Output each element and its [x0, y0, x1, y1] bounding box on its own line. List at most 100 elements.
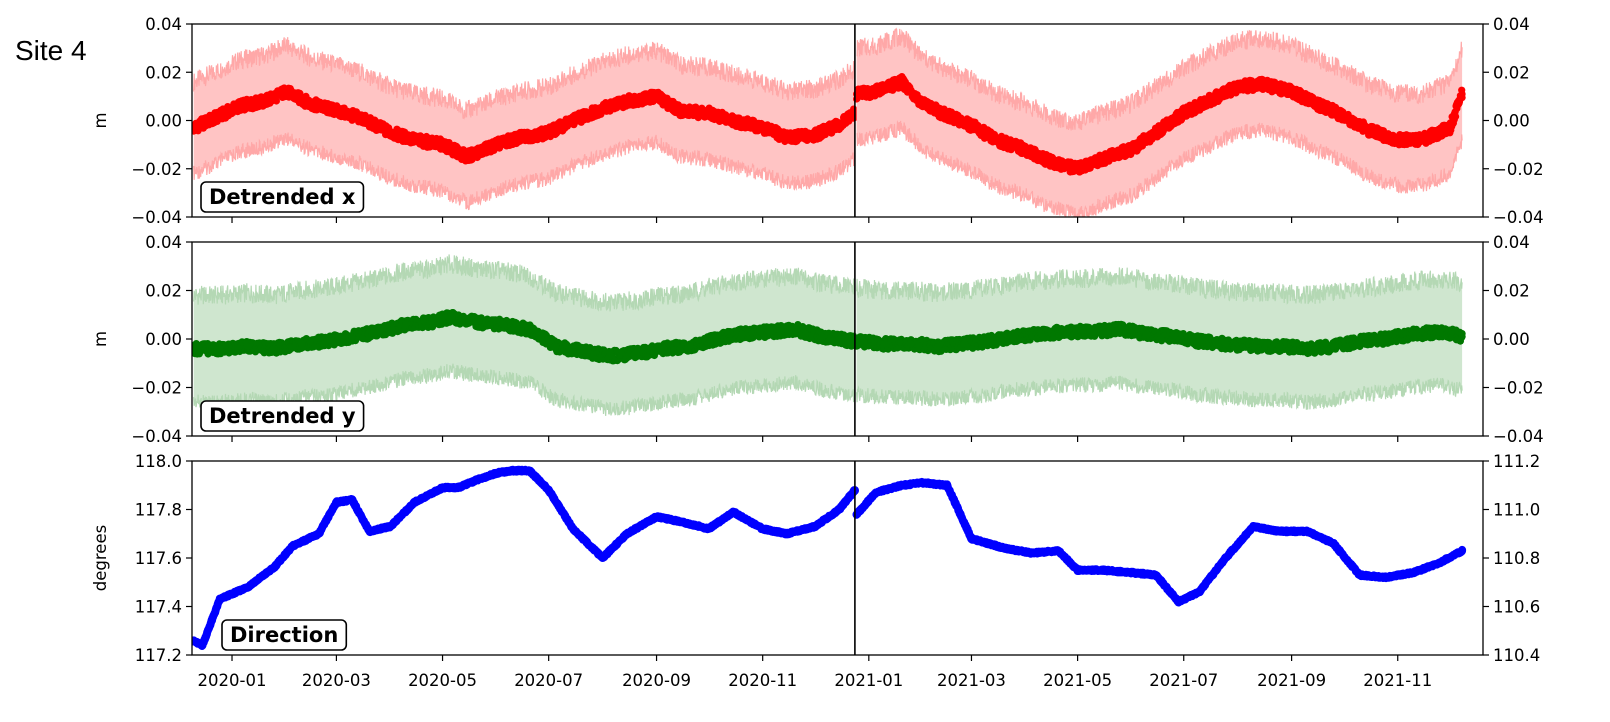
data-point: [872, 87, 880, 96]
data-point: [766, 328, 774, 336]
data-point: [919, 100, 927, 108]
right-y-tick-label: −0.04: [1493, 208, 1544, 227]
data-point: [552, 342, 560, 350]
data-point: [332, 107, 340, 115]
right-y-tick-label: 0.04: [1493, 15, 1530, 34]
data-point: [967, 121, 976, 129]
data-point: [216, 345, 224, 353]
data-point: [1458, 90, 1466, 98]
data-point: [1234, 83, 1242, 91]
data-point: [853, 90, 861, 98]
data-point: [282, 87, 290, 96]
y-tick-label: −0.04: [131, 208, 182, 227]
y-tick-label: 0.00: [145, 112, 182, 131]
data-point: [445, 313, 454, 321]
data-point: [686, 342, 694, 350]
data-point: [272, 97, 280, 105]
data-point: [606, 352, 614, 360]
data-point: [659, 345, 668, 353]
data-point: [835, 121, 843, 129]
band-upper-edge: [193, 37, 856, 120]
data-point: [438, 141, 447, 149]
data-point: [1180, 109, 1188, 117]
data-point: [623, 97, 631, 105]
data-point: [632, 350, 640, 358]
data-point: [653, 92, 661, 100]
data-point: [992, 136, 1000, 144]
data-point: [1418, 136, 1426, 144]
point-markers: [853, 73, 1466, 176]
y-tick-label: 0.04: [145, 15, 182, 34]
band-lower-edge: [193, 363, 856, 416]
y-tick-label: −0.02: [131, 160, 182, 179]
panel-detrended-y: 0.040.020.00−0.02−0.040.040.020.00−0.02−…: [91, 233, 1544, 446]
data-point: [1046, 157, 1054, 166]
site-label: Site 4: [15, 35, 87, 66]
band-lower-edge: [856, 119, 1463, 217]
panel-label-box: [200, 181, 365, 213]
series-before: [192, 254, 859, 416]
right-y-tick-label: 0.02: [1493, 63, 1530, 82]
right-y-tick-label: 0.00: [1493, 112, 1530, 131]
data-point: [1288, 87, 1296, 96]
data-point: [1127, 145, 1136, 153]
data-point: [729, 116, 737, 125]
data-point: [357, 114, 365, 122]
data-point: [898, 78, 906, 86]
data-point: [348, 333, 356, 341]
right-y-tick-label: −0.02: [1493, 160, 1544, 179]
data-point: [1340, 112, 1348, 120]
data-point: [192, 345, 198, 353]
series-after: [853, 267, 1466, 410]
data-point: [1074, 165, 1082, 173]
data-point: [298, 340, 306, 348]
data-point: [216, 112, 224, 120]
data-point: [738, 330, 746, 338]
data-point: [525, 325, 534, 333]
data-point: [712, 335, 720, 343]
data-point: [1258, 80, 1266, 88]
data-point: [811, 131, 819, 139]
data-point: [261, 97, 269, 105]
series-before: [192, 37, 859, 211]
data-point: [386, 129, 394, 137]
data-point: [783, 133, 791, 141]
data-point: [1021, 145, 1029, 153]
data-point: [1312, 100, 1320, 108]
series-after: [853, 27, 1466, 217]
data-point: [1204, 97, 1212, 105]
data-point: [463, 153, 471, 161]
data-point: [402, 320, 410, 328]
band-lower-edge: [193, 132, 856, 211]
data-point: [599, 104, 607, 112]
data-point: [943, 112, 951, 120]
panel-detrended-x: 0.04 0.02 0.00 −0.02 −0.04 0.04 0.02 0.00 −0.02 −…: [91, 15, 1544, 227]
data-point: [1364, 126, 1372, 134]
data-point: [677, 107, 685, 115]
data-point: [499, 320, 507, 328]
data-point: [244, 342, 252, 350]
data-point: [1152, 129, 1160, 137]
panel-label: Detrended x: [209, 185, 356, 209]
data-point: [306, 100, 314, 108]
data-point: [428, 318, 436, 326]
data-point: [374, 328, 382, 336]
data-point: [705, 109, 713, 117]
data-point: [235, 102, 243, 110]
data-point: [270, 345, 278, 353]
data-point: [759, 124, 767, 132]
data-point: [192, 124, 198, 132]
y-axis-label: m: [91, 112, 110, 128]
data-point: [545, 129, 553, 137]
data-point: [411, 136, 419, 144]
data-point: [1098, 155, 1106, 163]
plot-area: [192, 27, 1466, 217]
data-point: [324, 337, 332, 345]
y-tick-label: 0.02: [145, 63, 182, 82]
data-point: [569, 116, 577, 125]
data-point: [472, 318, 480, 326]
data-point: [578, 347, 586, 355]
band-upper-edge: [193, 254, 856, 312]
data-point: [517, 133, 525, 141]
